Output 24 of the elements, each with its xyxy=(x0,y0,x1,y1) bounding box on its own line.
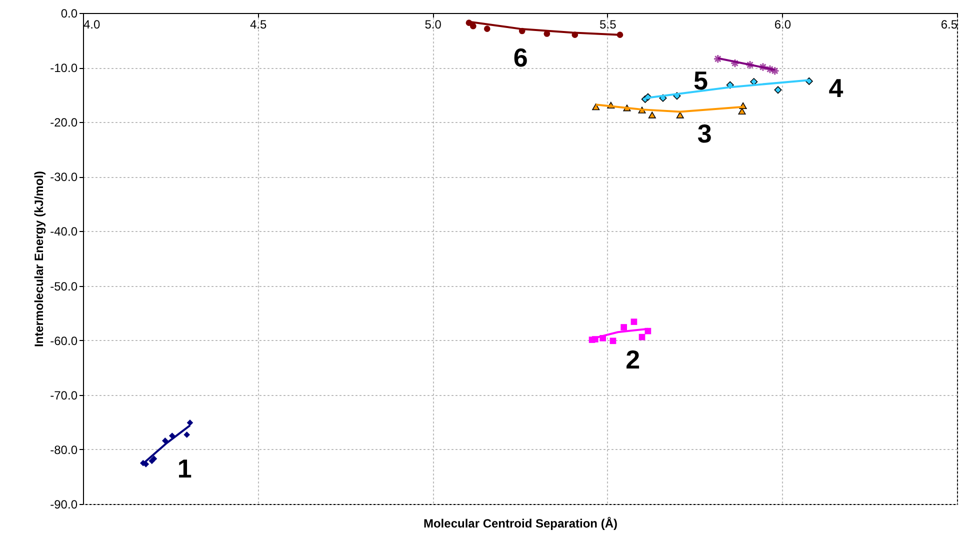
x-tick-label: 4.0 xyxy=(84,18,101,32)
series-label: 1 xyxy=(177,454,192,484)
x-tick-label: 6.0 xyxy=(774,18,792,32)
y-tick-label: -40.0 xyxy=(50,224,78,239)
y-tick-label: -90.0 xyxy=(50,498,78,512)
y-tick-label: -80.0 xyxy=(50,442,78,457)
x-tick-label: 5.5 xyxy=(600,18,617,32)
y-tick-label: -30.0 xyxy=(50,170,78,184)
x-tick-label: 5.0 xyxy=(424,18,442,32)
series-label: 5 xyxy=(694,66,708,96)
x-tick-label: 6.5 xyxy=(940,18,958,32)
y-tick-label: -20.0 xyxy=(50,116,78,130)
y-tick-label: 0.0 xyxy=(60,6,78,20)
y-tick-label: -50.0 xyxy=(50,279,78,294)
y-tick-label: -70.0 xyxy=(50,388,78,402)
series-label: 2 xyxy=(626,344,640,374)
series-label: 3 xyxy=(697,118,712,149)
y-axis-title: Intermolecular Energy (kJ/mol) xyxy=(32,170,46,348)
series-label: 6 xyxy=(513,42,528,72)
x-tick-label: 4.5 xyxy=(250,18,267,32)
y-tick-label: -60.0 xyxy=(50,334,78,348)
x-axis-title: Molecular Centroid Separation (Å) xyxy=(423,516,618,530)
series-label: 4 xyxy=(828,73,844,104)
y-tick-label: -10.0 xyxy=(50,61,78,76)
